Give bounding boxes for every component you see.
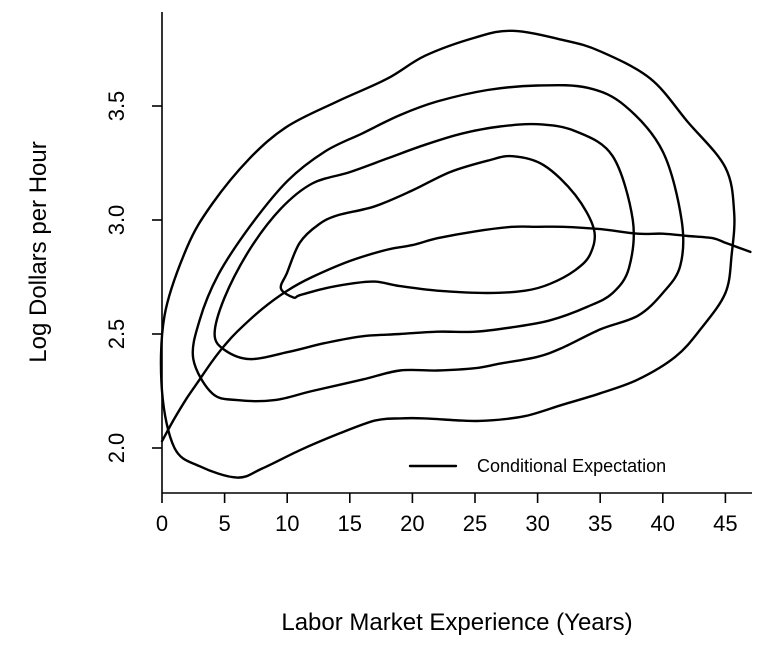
- conditional-expectation-series: [160, 225, 752, 443]
- y-tick-label: 3.0: [104, 205, 129, 236]
- contour-outer: [159, 29, 736, 479]
- contour-second: [191, 83, 685, 403]
- x-tick-label: 35: [588, 511, 612, 536]
- x-tick-label: 15: [338, 511, 362, 536]
- x-tick-label: 0: [156, 511, 168, 536]
- x-tick-label: 45: [713, 511, 737, 536]
- contour-third: [213, 122, 636, 361]
- x-tick-label: 10: [275, 511, 299, 536]
- x-tick-label: 25: [463, 511, 487, 536]
- contour-inner: [279, 154, 597, 300]
- y-tick-label: 2.0: [104, 433, 129, 464]
- axis-titles: Labor Market Experience (Years) Log Dolla…: [25, 141, 633, 636]
- conditional-expectation-line: [160, 225, 752, 443]
- y-axis-title: Log Dollars per Hour: [25, 141, 52, 362]
- x-tick-label: 30: [525, 511, 549, 536]
- y-tick-label: 3.5: [104, 91, 129, 122]
- x-tick-label: 5: [218, 511, 230, 536]
- y-tick-label: 2.5: [104, 319, 129, 350]
- contour-lines: [159, 29, 736, 479]
- axes: 0 5 10 15 20 25 30 35 40 45 2.0 2.5 3.0 3.5: [104, 12, 752, 536]
- x-tick-label: 20: [400, 511, 424, 536]
- x-axis-title: Labor Market Experience (Years): [281, 609, 632, 636]
- x-tick-label: 40: [651, 511, 675, 536]
- legend: Conditional Expectation: [408, 456, 666, 476]
- legend-label: Conditional Expectation: [477, 456, 666, 476]
